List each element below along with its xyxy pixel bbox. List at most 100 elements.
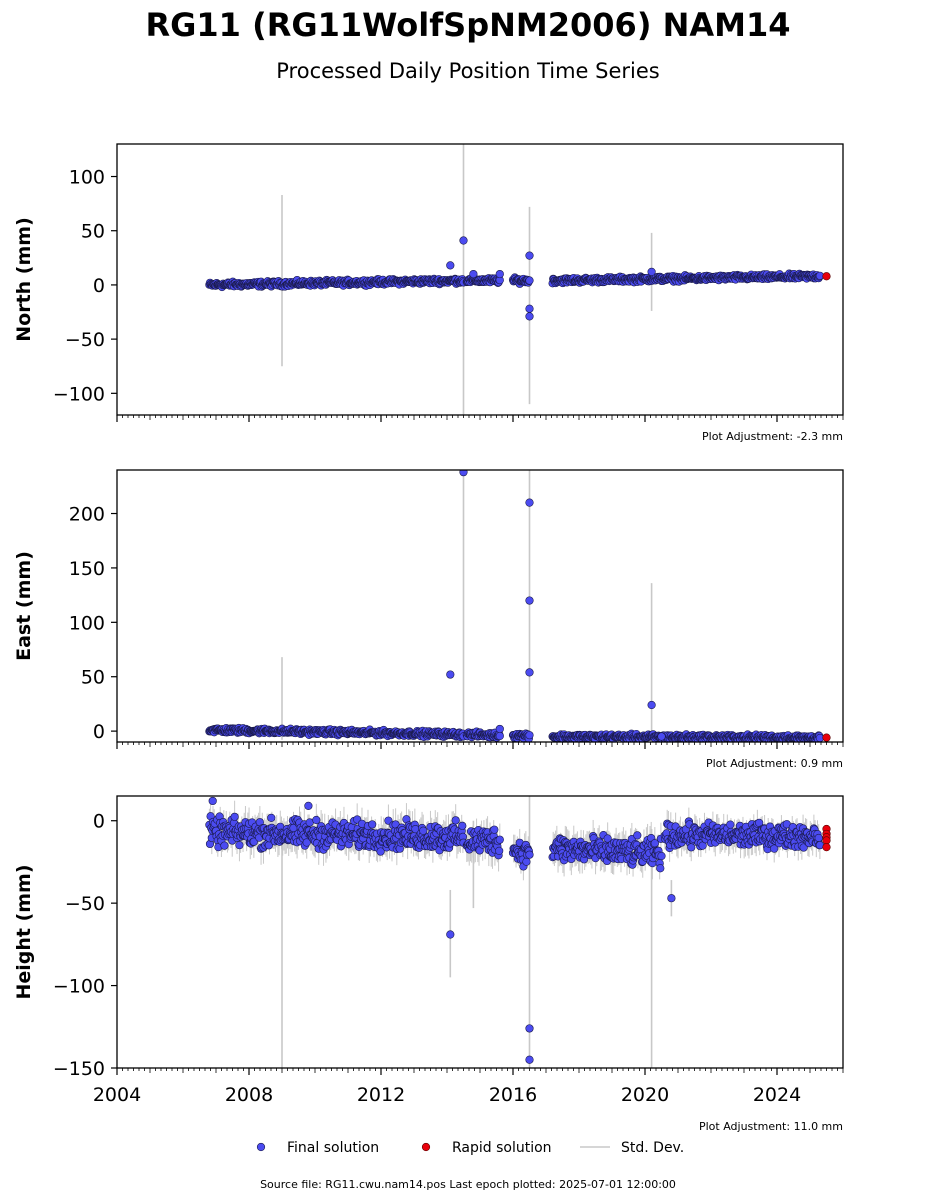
outlier-point <box>304 801 313 810</box>
y-tick-label: −50 <box>65 893 105 915</box>
rapid-solution-points <box>822 733 831 742</box>
panel-east: 0 50 100 150 200 East (mm) Plot Adjustment: 0.… <box>13 469 844 770</box>
outlier-point <box>446 670 455 679</box>
x-tick-label: 2016 <box>489 1084 537 1106</box>
final-solution-points <box>205 796 825 1064</box>
x-tick-label: 2012 <box>357 1084 405 1106</box>
final-point <box>302 838 311 847</box>
y-axis-label: Height (mm) <box>13 864 35 999</box>
x-tick-label: 2020 <box>621 1084 669 1106</box>
final-point <box>376 847 385 856</box>
final-point <box>522 857 531 866</box>
stddev-bars <box>208 470 820 742</box>
final-point <box>814 833 823 843</box>
x-axis <box>116 415 844 422</box>
x-axis: 2004 2008 2012 2016 2020 2024 <box>93 1068 844 1106</box>
y-axis: −100 −50 0 50 100 <box>53 167 117 405</box>
legend: Final solution Rapid solution Std. Dev. <box>256 1140 684 1156</box>
final-solution-points <box>205 470 824 742</box>
plot-adjustment-note: Plot Adjustment: 11.0 mm <box>699 1120 843 1133</box>
outlier-point <box>525 312 534 321</box>
legend-label: Rapid solution <box>452 1140 552 1156</box>
rapid-point <box>822 843 831 852</box>
plot-area <box>205 796 831 1068</box>
chart-subtitle: Processed Daily Position Time Series <box>276 59 660 83</box>
outlier-point <box>525 304 534 313</box>
y-tick-label: 50 <box>81 667 105 689</box>
y-tick-label: −50 <box>65 329 105 351</box>
final-point <box>490 825 499 834</box>
outlier-point <box>495 269 504 279</box>
final-point <box>687 843 696 852</box>
plot-adjustment-note: Plot Adjustment: 0.9 mm <box>706 757 843 770</box>
outlier-point <box>525 251 534 260</box>
plot-adjustment-note: Plot Adjustment: -2.3 mm <box>702 430 843 443</box>
outlier-point <box>459 470 468 477</box>
x-tick-label: 2008 <box>225 1084 273 1106</box>
y-tick-label: 0 <box>93 721 105 743</box>
final-point <box>495 846 504 856</box>
outlier-point <box>525 498 534 507</box>
panels: −100 −50 0 50 100 North (mm) Plot Adjustment: … <box>13 143 844 1133</box>
y-tick-label: 100 <box>69 167 105 189</box>
final-point <box>368 820 377 829</box>
y-tick-label: 100 <box>69 612 105 634</box>
outlier-point <box>446 930 455 939</box>
final-point <box>799 843 808 852</box>
outlier-point <box>525 668 534 677</box>
outlier-point <box>495 724 504 734</box>
legend-label: Final solution <box>287 1140 379 1156</box>
final-point <box>525 276 534 285</box>
final-solution-points <box>205 236 825 321</box>
final-point <box>726 820 735 829</box>
panel-height: 2004 2008 2012 2016 2020 2024 −150 −100 −50 0 Heig… <box>13 795 844 1133</box>
final-point <box>525 850 534 859</box>
x-tick-label: 2004 <box>93 1084 141 1106</box>
y-axis: −150 −100 −50 0 <box>53 811 117 1080</box>
outlier-point <box>525 1024 534 1033</box>
final-point <box>220 841 229 850</box>
y-axis-label: East (mm) <box>13 551 35 661</box>
plot-area <box>205 144 831 415</box>
outlier-point <box>647 700 656 710</box>
final-point <box>633 831 642 840</box>
final-point <box>230 812 239 821</box>
outlier-point <box>647 267 656 277</box>
final-point <box>312 815 321 825</box>
outlier-point <box>469 269 478 279</box>
x-tick-label: 2024 <box>753 1084 801 1106</box>
final-point <box>770 844 779 853</box>
rapid-solution-points <box>822 824 831 852</box>
y-tick-label: 50 <box>81 221 105 243</box>
rapid-solution-points <box>822 272 831 281</box>
legend-marker <box>256 1142 266 1152</box>
x-axis <box>116 742 844 749</box>
final-point <box>495 731 504 741</box>
final-point <box>419 826 428 835</box>
final-point <box>656 864 665 873</box>
final-point <box>458 821 467 830</box>
outlier-point <box>525 1055 534 1064</box>
legend-item: Rapid solution <box>421 1140 552 1156</box>
final-point <box>451 816 460 825</box>
y-axis-label: North (mm) <box>13 217 35 342</box>
y-tick-label: −100 <box>53 976 105 998</box>
outlier-point <box>657 732 666 741</box>
axes-frame <box>116 469 844 743</box>
legend-item: Std. Dev. <box>580 1140 684 1156</box>
legend-item: Final solution <box>256 1140 379 1156</box>
chart-title: RG11 (RG11WolfSpNM2006) NAM14 <box>146 6 791 44</box>
outlier-point <box>459 236 468 245</box>
rapid-point <box>822 272 831 281</box>
rapid-point <box>822 733 831 742</box>
final-point <box>235 841 244 850</box>
outlier-point <box>446 261 455 270</box>
outlier-point <box>208 796 217 806</box>
y-tick-label: 150 <box>69 558 105 580</box>
final-point <box>603 834 612 843</box>
final-point <box>525 731 534 740</box>
final-point <box>657 851 666 861</box>
y-tick-label: 0 <box>93 275 105 297</box>
final-point <box>267 813 276 822</box>
